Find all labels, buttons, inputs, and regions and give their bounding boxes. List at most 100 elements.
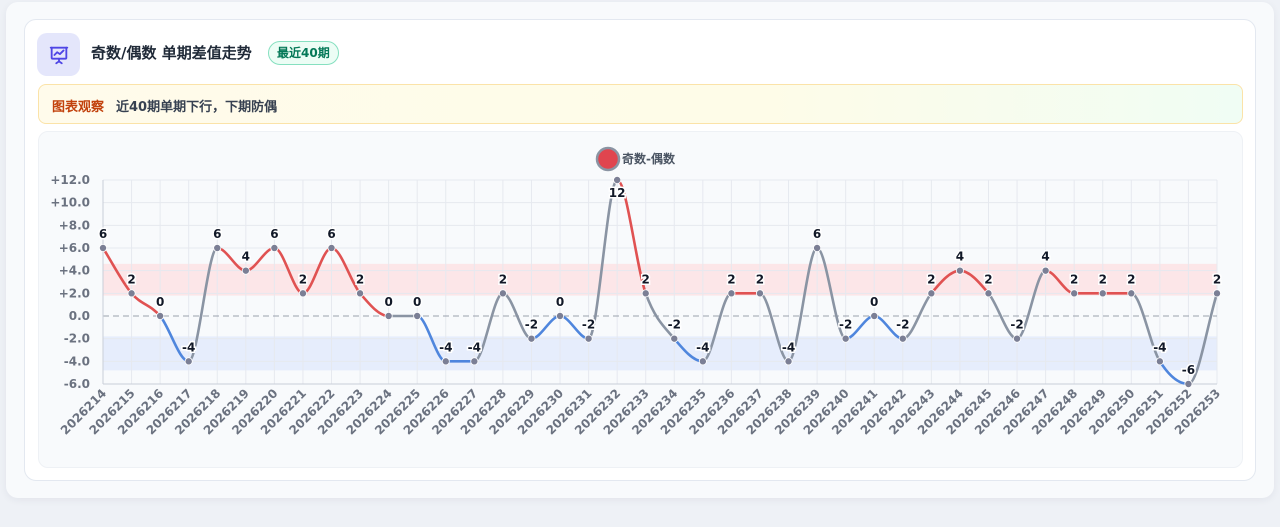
- observation-label: 图表观察: [52, 100, 105, 115]
- y-tick-label: +8.0: [59, 218, 90, 232]
- data-label: 0: [556, 295, 564, 309]
- data-point[interactable]: [327, 243, 336, 252]
- data-point[interactable]: [841, 334, 850, 343]
- data-point[interactable]: [584, 334, 593, 343]
- data-point[interactable]: [298, 289, 307, 298]
- data-points: [99, 175, 1222, 388]
- data-point[interactable]: [184, 357, 193, 366]
- line-segment: [587, 178, 619, 340]
- data-point[interactable]: [527, 334, 536, 343]
- data-label: -2: [839, 318, 852, 332]
- positive-band: [103, 263, 1217, 296]
- data-label: 2: [727, 272, 735, 286]
- observation-text: 近40期单期下行，下期防偶: [116, 100, 278, 115]
- data-point[interactable]: [670, 334, 679, 343]
- data-label: -4: [468, 340, 481, 354]
- period-badge: 最近40期: [268, 41, 339, 65]
- line-segment: [815, 246, 847, 340]
- data-point[interactable]: [1041, 266, 1050, 275]
- data-label: 2: [927, 272, 935, 286]
- data-labels: 6 2 0 -4 6 4 6 2 6 2 0 0 -4 -4 2 -2 0 -2 12 2 -2 -4 2 2 -4 6 -2 0 -2…: [97, 185, 1222, 379]
- data-point[interactable]: [1070, 289, 1079, 298]
- data-point[interactable]: [870, 311, 879, 320]
- data-point[interactable]: [1127, 289, 1136, 298]
- data-point[interactable]: [898, 334, 907, 343]
- data-label: 0: [870, 295, 878, 309]
- data-label: 2: [1070, 272, 1078, 286]
- y-tick-label: +12.0: [50, 173, 90, 187]
- data-point[interactable]: [984, 289, 993, 298]
- data-point[interactable]: [955, 266, 964, 275]
- data-label: 0: [384, 295, 392, 309]
- data-label: 6: [213, 227, 221, 241]
- line-segment: [615, 178, 648, 295]
- data-point[interactable]: [213, 243, 222, 252]
- data-label: 0: [413, 295, 421, 309]
- data-point[interactable]: [784, 357, 793, 366]
- y-tick-label: +4.0: [59, 264, 90, 278]
- data-point[interactable]: [470, 357, 479, 366]
- data-label: 2: [984, 272, 992, 286]
- data-label: 2: [299, 272, 307, 286]
- data-label: -2: [668, 318, 681, 332]
- axes: +12.0 +10.0 +8.0 +6.0 +4.0 +2.0 0.0 -2.0 -4.0 -6.…: [50, 173, 1223, 437]
- data-point[interactable]: [1155, 357, 1164, 366]
- data-label: 4: [956, 250, 964, 264]
- data-label: 2: [127, 272, 135, 286]
- data-label: -4: [182, 340, 195, 354]
- data-label: -2: [896, 318, 909, 332]
- data-point[interactable]: [613, 175, 622, 184]
- data-label: 6: [99, 227, 107, 241]
- data-label: 6: [270, 227, 278, 241]
- data-point[interactable]: [1184, 379, 1193, 388]
- data-point[interactable]: [413, 311, 422, 320]
- legend[interactable]: 奇数-偶数: [595, 146, 676, 172]
- data-point[interactable]: [1213, 289, 1222, 298]
- chart-card: 奇数/偶数 单期差值走势 最近40期 图表观察 近40期单期下行，下期防偶: [24, 19, 1256, 481]
- data-label: -2: [525, 318, 538, 332]
- y-tick-label: -4.0: [64, 354, 90, 368]
- data-point[interactable]: [1013, 334, 1022, 343]
- data-label: -2: [1010, 318, 1023, 332]
- observation-banner: 图表观察 近40期单期下行，下期防偶: [38, 84, 1243, 124]
- y-tick-label: 0.0: [69, 309, 90, 323]
- y-tick-label: +10.0: [50, 196, 90, 210]
- data-point[interactable]: [384, 311, 393, 320]
- data-point[interactable]: [727, 289, 736, 298]
- data-label: -4: [782, 340, 795, 354]
- y-tick-label: +6.0: [59, 241, 90, 255]
- legend-marker: [595, 146, 621, 172]
- data-point[interactable]: [641, 289, 650, 298]
- chart-panel: [38, 131, 1243, 468]
- data-label: 2: [1213, 272, 1221, 286]
- data-point[interactable]: [241, 266, 250, 275]
- data-point[interactable]: [498, 289, 507, 298]
- data-point[interactable]: [755, 289, 764, 298]
- data-point[interactable]: [99, 243, 108, 252]
- data-point[interactable]: [156, 311, 165, 320]
- data-point[interactable]: [698, 357, 707, 366]
- data-label: 2: [1099, 272, 1107, 286]
- data-point[interactable]: [927, 289, 936, 298]
- data-label: -4: [696, 340, 709, 354]
- data-label: -4: [1153, 340, 1166, 354]
- data-point[interactable]: [1098, 289, 1107, 298]
- y-tick-label: -2.0: [64, 332, 90, 346]
- line-segment: [987, 292, 1019, 340]
- data-label: 12: [609, 186, 626, 200]
- y-tick-label: +2.0: [59, 286, 90, 300]
- chart-presentation-icon: [37, 33, 80, 76]
- data-label: 6: [327, 227, 335, 241]
- data-label: -2: [582, 318, 595, 332]
- data-point[interactable]: [556, 311, 565, 320]
- data-point[interactable]: [127, 289, 136, 298]
- data-label: 2: [499, 272, 507, 286]
- data-point[interactable]: [441, 357, 450, 366]
- data-point[interactable]: [813, 243, 822, 252]
- data-point[interactable]: [356, 289, 365, 298]
- legend-label: 奇数-偶数: [622, 151, 676, 166]
- data-label: 4: [242, 250, 250, 264]
- data-label: 2: [642, 272, 650, 286]
- data-point[interactable]: [270, 243, 279, 252]
